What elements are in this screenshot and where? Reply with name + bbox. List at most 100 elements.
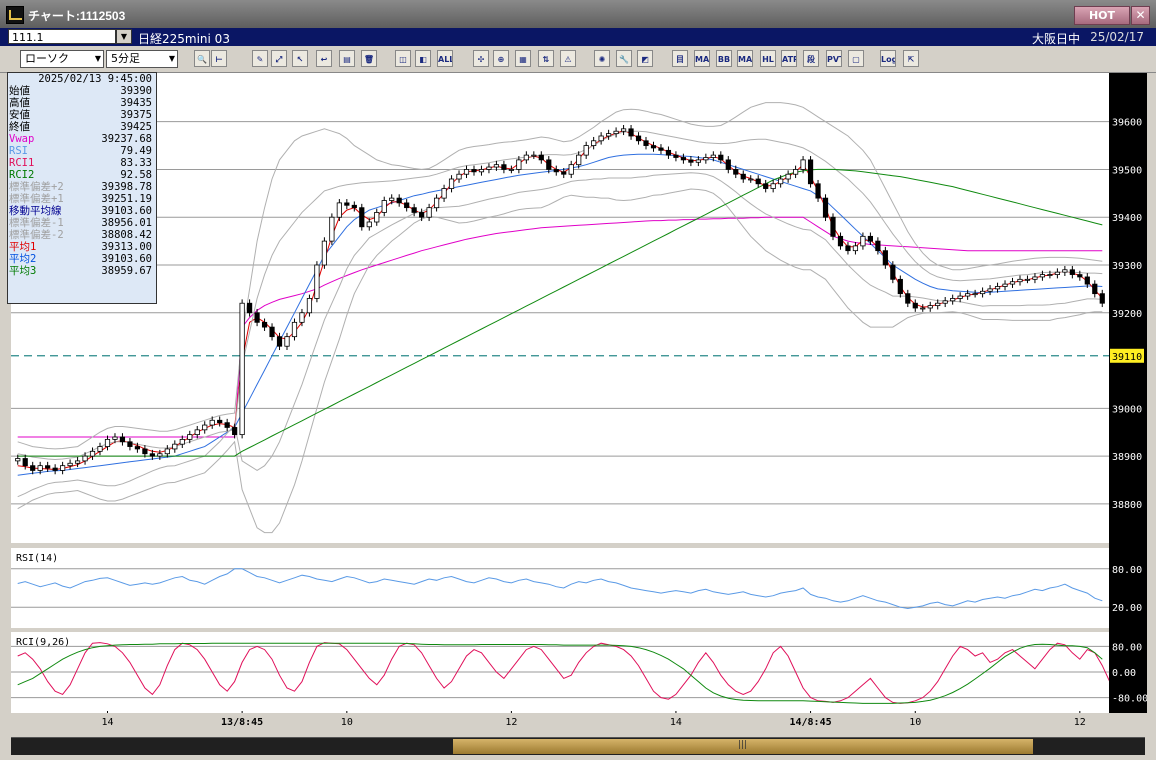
candle-body xyxy=(733,169,739,175)
price-alert-marker[interactable] xyxy=(1110,348,1144,363)
data-window-label: 始値 xyxy=(9,85,30,97)
warning-icon[interactable]: ⚠ xyxy=(560,50,576,67)
data-window-label: 平均2 xyxy=(9,253,37,265)
candle-body xyxy=(493,164,500,168)
candle-body xyxy=(1077,274,1083,278)
close-button[interactable]: ✕ xyxy=(1131,6,1150,25)
chevron-down-icon[interactable]: ▼ xyxy=(116,29,132,44)
axis-tick-label: -80.00 xyxy=(1112,694,1147,705)
candle-add-icon[interactable]: ◫ xyxy=(395,50,411,67)
candle-body xyxy=(553,169,559,173)
chart-area[interactable]: RSI(14) RCI(9,26) xyxy=(11,73,1109,713)
candle-body xyxy=(336,202,342,218)
data-window-row: RCI2 92.58 xyxy=(8,169,156,181)
pvt-icon[interactable]: PVT xyxy=(826,50,842,67)
data-window-row: RSI 79.49 xyxy=(8,145,156,157)
crosshair-icon[interactable]: ✣ xyxy=(473,50,489,67)
bb-icon[interactable]: BB xyxy=(716,50,732,67)
pen-icon[interactable]: ✎ xyxy=(252,50,268,67)
time-axis-label: 12 xyxy=(1073,717,1086,728)
candle-body xyxy=(254,312,260,323)
data-window-value: 38808.42 xyxy=(101,229,152,241)
panel-divider xyxy=(11,543,1109,548)
cursor-icon[interactable]: ⊢ xyxy=(211,50,227,67)
candle-body xyxy=(568,164,574,175)
all-icon[interactable]: ALL xyxy=(437,50,453,67)
axis-tick-label: 39500 xyxy=(1112,165,1142,176)
candle-body xyxy=(523,154,529,161)
data-window-label: 安値 xyxy=(9,109,30,121)
scroll-thumb[interactable]: ||| xyxy=(453,739,1033,754)
horizontal-scrollbar[interactable]: ||| xyxy=(11,737,1145,755)
data-window-row: 平均1 39313.00 xyxy=(8,241,156,253)
candle-body xyxy=(516,159,522,170)
grid-icon[interactable]: ▦ xyxy=(515,50,531,67)
atr-icon[interactable]: ATR xyxy=(781,50,797,67)
compare-icon[interactable]: ⇅ xyxy=(538,50,554,67)
data-window-label: RCI1 xyxy=(9,157,35,169)
interval-select[interactable]: 5分足 ▼ xyxy=(106,50,178,68)
data-window-label: 高値 xyxy=(9,97,30,109)
candle-body xyxy=(441,188,447,199)
candle-body xyxy=(232,427,238,436)
trash-icon[interactable]: 🗑 xyxy=(361,50,377,67)
fib-icon[interactable]: 段 xyxy=(803,50,819,67)
arrow-icon[interactable]: ↖ xyxy=(292,50,308,67)
data-window-value: 39398.78 xyxy=(101,181,152,193)
date-label: 25/02/17 xyxy=(1090,30,1144,44)
data-window-value: 39251.19 xyxy=(101,193,152,205)
settings-icon[interactable]: ✺ xyxy=(594,50,610,67)
candle-body xyxy=(725,159,731,170)
candle-body xyxy=(935,302,941,307)
data-window-value: 79.49 xyxy=(120,145,152,157)
doc-icon[interactable]: ▤ xyxy=(339,50,355,67)
data-window-row: 平均2 39103.60 xyxy=(8,253,156,265)
candle-body xyxy=(957,295,963,299)
candle-body xyxy=(119,436,126,443)
data-window-row: RCI1 83.33 xyxy=(8,157,156,169)
data-window-label: 標準偏差-2 xyxy=(9,229,64,241)
candle-body xyxy=(104,438,111,447)
chart-canvas[interactable]: RSI(14) RCI(9,26) xyxy=(11,73,1109,713)
data-window: 2025/02/13 9:45:00 始値 39390 高値 39435 安値 39375… xyxy=(7,72,157,304)
data-window-row: 始値 39390 xyxy=(8,85,156,97)
axis-tick-label: 38900 xyxy=(1112,452,1142,463)
ichimoku-icon[interactable]: 目 xyxy=(672,50,688,67)
hl-icon[interactable]: HL xyxy=(760,50,776,67)
price-axis[interactable]: 38800 38900 39000 39200 39300 39400 39500 39600… xyxy=(1109,73,1147,713)
axis-tick-label: 38800 xyxy=(1112,500,1142,511)
candle-body xyxy=(164,448,170,455)
candle-body xyxy=(284,336,290,347)
palette-icon[interactable]: ◩ xyxy=(637,50,653,67)
candle-body xyxy=(112,436,118,440)
candle-body xyxy=(965,293,971,297)
line-draw-icon[interactable]: ⤢ xyxy=(271,50,287,67)
export-icon[interactable]: ⇱ xyxy=(903,50,919,67)
data-window-row: 安値 39375 xyxy=(8,109,156,121)
chart-type-select[interactable]: ローソク ▼ xyxy=(20,50,104,68)
ma-icon[interactable]: MA xyxy=(694,50,710,67)
wrench-icon[interactable]: 🔧 xyxy=(616,50,632,67)
candle-body xyxy=(1069,269,1075,275)
magnifier-icon[interactable]: ⊕ xyxy=(493,50,509,67)
data-window-label: 終値 xyxy=(9,121,30,133)
candle-body xyxy=(448,178,455,189)
candle-body xyxy=(60,465,66,471)
undo-icon[interactable]: ↩ xyxy=(316,50,332,67)
candle-body xyxy=(321,240,327,266)
mae-icon[interactable]: MAE xyxy=(737,50,753,67)
candle-remove-icon[interactable]: ◧ xyxy=(415,50,431,67)
candle-body xyxy=(456,173,462,180)
candle-body xyxy=(650,145,657,149)
symbol-code-input[interactable]: 111.1 xyxy=(8,29,116,44)
box-icon[interactable]: ▢ xyxy=(848,50,864,67)
axis-tick-label: 39200 xyxy=(1112,309,1142,320)
data-window-value: 39435 xyxy=(120,97,152,109)
candle-body xyxy=(149,453,155,457)
hot-button[interactable]: HOT xyxy=(1074,6,1130,25)
candle-body xyxy=(890,264,896,280)
candle-body xyxy=(845,245,851,252)
candle-body xyxy=(710,154,716,158)
zoom-icon[interactable]: 🔍 xyxy=(194,50,210,67)
log-icon[interactable]: Log xyxy=(880,50,896,67)
